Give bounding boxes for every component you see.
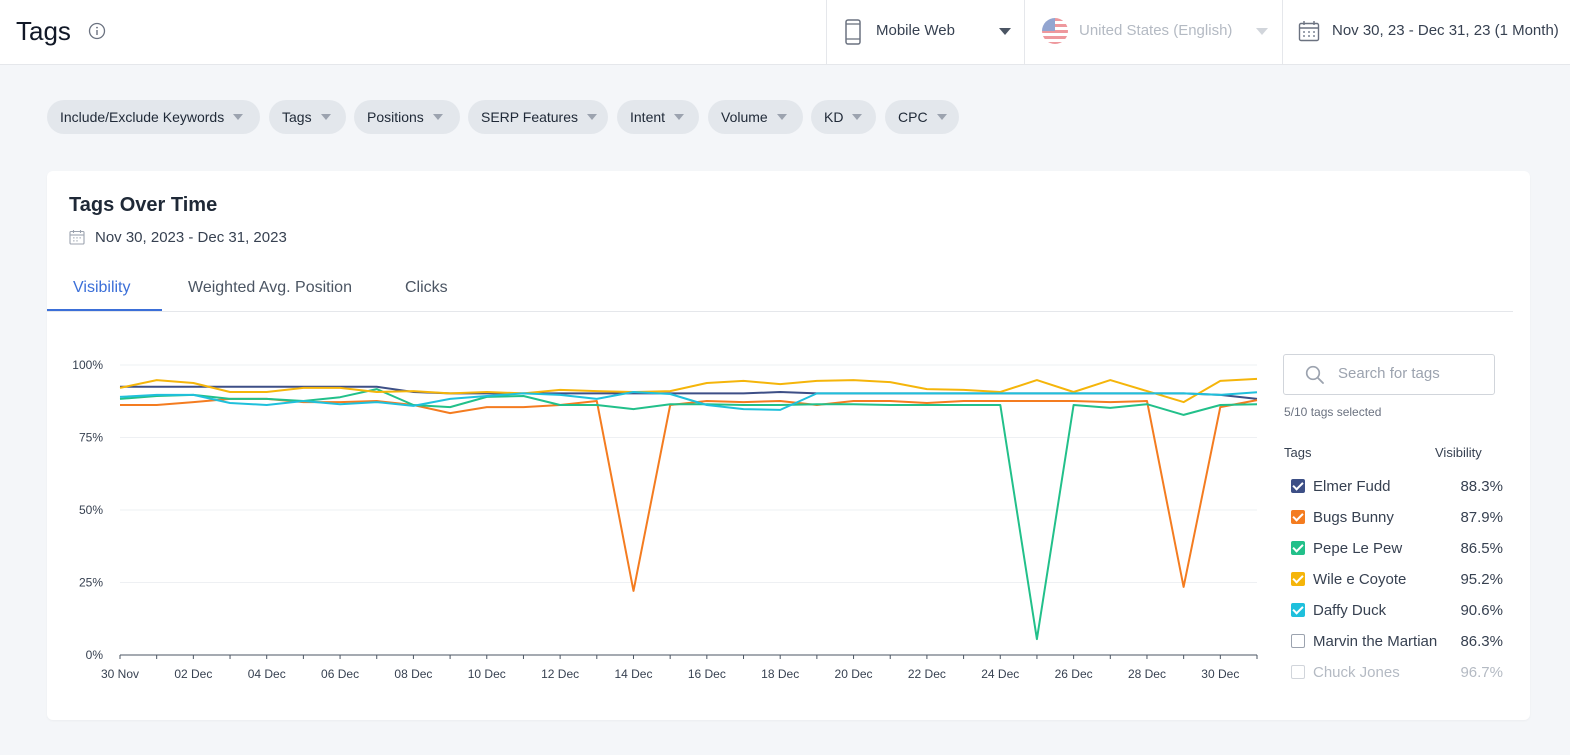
x-tick-label: 24 Dec bbox=[981, 667, 1019, 681]
tag-search-box[interactable] bbox=[1283, 354, 1495, 395]
y-tick-label: 0% bbox=[86, 648, 104, 662]
country-label: United States (English) bbox=[1079, 22, 1233, 39]
legend-item-bugs-bunny[interactable]: Bugs Bunny 87.9% bbox=[1291, 506, 1503, 528]
x-tick-label: 02 Dec bbox=[174, 667, 212, 681]
tag-visibility-value: 96.7% bbox=[1460, 663, 1503, 681]
legend-item-daffy-duck[interactable]: Daffy Duck 90.6% bbox=[1291, 599, 1503, 621]
series-line-bugs-bunny[interactable] bbox=[120, 397, 1258, 592]
filter-cpc[interactable]: CPC bbox=[885, 100, 959, 134]
tag-name: Chuck Jones bbox=[1313, 663, 1400, 681]
visibility-line-chart: 0% 25% 50% 75% 100% 30 Nov 02 Dec 04 Dec 06 Dec 0… bbox=[72, 358, 1258, 681]
series-line-wile-e-coyote[interactable] bbox=[119, 377, 1258, 404]
filter-intent[interactable]: Intent bbox=[617, 100, 699, 134]
tag-checkbox[interactable] bbox=[1291, 479, 1305, 493]
tags-over-time-card: Tags Over Time Nov 30, 2023 - Dec 31, 20… bbox=[47, 171, 1530, 720]
x-tick-label: 26 Dec bbox=[1055, 667, 1093, 681]
tag-visibility-value: 90.6% bbox=[1460, 601, 1503, 619]
info-icon[interactable] bbox=[88, 22, 106, 40]
country-selector[interactable]: United States (English) bbox=[1024, 0, 1282, 64]
chevron-down-icon bbox=[936, 114, 947, 120]
y-tick-label: 50% bbox=[79, 503, 103, 517]
tag-name: Marvin the Martian bbox=[1313, 632, 1438, 650]
search-icon bbox=[1305, 365, 1324, 384]
card-date-range: Nov 30, 2023 - Dec 31, 2023 bbox=[95, 229, 287, 246]
tag-name: Daffy Duck bbox=[1313, 601, 1387, 619]
active-tab-indicator bbox=[47, 309, 162, 311]
mobile-icon bbox=[845, 19, 861, 45]
series-line-daffy-duck[interactable] bbox=[119, 391, 1258, 411]
tab-clicks[interactable]: Clicks bbox=[405, 279, 448, 296]
tag-checkbox[interactable] bbox=[1291, 665, 1305, 679]
x-tick-label: 14 Dec bbox=[614, 667, 652, 681]
x-tick-label: 06 Dec bbox=[321, 667, 359, 681]
selected-tags-count: 5/10 tags selected bbox=[1284, 405, 1382, 419]
tag-visibility-value: 86.3% bbox=[1460, 632, 1503, 650]
x-tick-label: 20 Dec bbox=[835, 667, 873, 681]
tab-weighted-avg-position[interactable]: Weighted Avg. Position bbox=[188, 279, 352, 296]
tag-name: Elmer Fudd bbox=[1313, 477, 1391, 495]
device-label: Mobile Web bbox=[876, 22, 955, 39]
filter-include-exclude-keywords[interactable]: Include/Exclude Keywords bbox=[47, 100, 260, 134]
x-tick-label: 16 Dec bbox=[688, 667, 726, 681]
chevron-down-icon bbox=[587, 114, 598, 120]
tag-checkbox[interactable] bbox=[1291, 572, 1305, 586]
tag-name: Bugs Bunny bbox=[1313, 508, 1394, 526]
filter-serp-features[interactable]: SERP Features bbox=[468, 100, 608, 134]
date-range-label: Nov 30, 23 - Dec 31, 23 (1 Month) bbox=[1332, 22, 1559, 39]
card-title: Tags Over Time bbox=[69, 194, 218, 216]
filter-positions[interactable]: Positions bbox=[354, 100, 460, 134]
legend-item-pepe-le-pew[interactable]: Pepe Le Pew 86.5% bbox=[1291, 537, 1503, 559]
tag-visibility-value: 87.9% bbox=[1460, 508, 1503, 526]
chevron-down-icon bbox=[674, 114, 685, 120]
legend-item-elmer-fudd[interactable]: Elmer Fudd 88.3% bbox=[1291, 475, 1503, 497]
tag-visibility-value: 88.3% bbox=[1460, 477, 1503, 495]
chevron-down-icon bbox=[852, 114, 863, 120]
tag-name: Wile e Coyote bbox=[1313, 570, 1407, 588]
x-tick-label: 30 Nov bbox=[101, 667, 139, 681]
chevron-down-icon bbox=[432, 114, 443, 120]
tag-checkbox[interactable] bbox=[1291, 603, 1305, 617]
x-tick-label: 30 Dec bbox=[1201, 667, 1239, 681]
legend-col-visibility: Visibility bbox=[1435, 445, 1482, 460]
search-input[interactable] bbox=[1338, 365, 1488, 382]
x-tick-label: 10 Dec bbox=[468, 667, 506, 681]
tag-checkbox[interactable] bbox=[1291, 510, 1305, 524]
y-tick-label: 25% bbox=[79, 576, 103, 590]
chevron-down-icon bbox=[320, 114, 331, 120]
legend-item-wile-e-coyote[interactable]: Wile e Coyote 95.2% bbox=[1291, 568, 1503, 590]
x-tick-label: 22 Dec bbox=[908, 667, 946, 681]
calendar-icon bbox=[1298, 21, 1320, 42]
filter-kd[interactable]: KD bbox=[811, 100, 876, 134]
tag-checkbox[interactable] bbox=[1291, 541, 1305, 555]
x-tick-label: 28 Dec bbox=[1128, 667, 1166, 681]
chevron-down-icon bbox=[1256, 28, 1268, 35]
x-tick-label: 04 Dec bbox=[248, 667, 286, 681]
page-title: Tags bbox=[16, 16, 71, 46]
x-tick-label: 18 Dec bbox=[761, 667, 799, 681]
filter-volume[interactable]: Volume bbox=[708, 100, 803, 134]
series-line-pepe-le-pew[interactable] bbox=[119, 388, 1258, 641]
metric-tabs: Visibility Weighted Avg. Position Clicks bbox=[47, 277, 1513, 312]
top-header: Tags Mobile Web United States bbox=[0, 0, 1570, 65]
y-tick-label: 100% bbox=[72, 358, 103, 372]
x-tick-label: 08 Dec bbox=[394, 667, 432, 681]
device-selector[interactable]: Mobile Web bbox=[826, 0, 1024, 64]
chevron-down-icon bbox=[233, 114, 244, 120]
legend-item-marvin-the-martian[interactable]: Marvin the Martian 86.3% bbox=[1291, 630, 1503, 652]
tag-visibility-value: 86.5% bbox=[1460, 539, 1503, 557]
chevron-down-icon bbox=[999, 28, 1011, 35]
y-tick-label: 75% bbox=[79, 431, 103, 445]
date-range-selector[interactable]: Nov 30, 23 - Dec 31, 23 (1 Month) bbox=[1282, 0, 1570, 64]
tag-visibility-value: 95.2% bbox=[1460, 570, 1503, 588]
legend-col-tags: Tags bbox=[1284, 445, 1312, 460]
us-flag-icon bbox=[1042, 18, 1068, 44]
calendar-icon bbox=[69, 230, 85, 245]
filter-tags[interactable]: Tags bbox=[269, 100, 346, 134]
tag-checkbox[interactable] bbox=[1291, 634, 1305, 648]
legend-item-chuck-jones[interactable]: Chuck Jones 96.7% bbox=[1291, 661, 1503, 683]
tab-visibility[interactable]: Visibility bbox=[73, 279, 131, 296]
tag-name: Pepe Le Pew bbox=[1313, 539, 1403, 557]
chevron-down-icon bbox=[776, 114, 787, 120]
x-tick-label: 12 Dec bbox=[541, 667, 579, 681]
